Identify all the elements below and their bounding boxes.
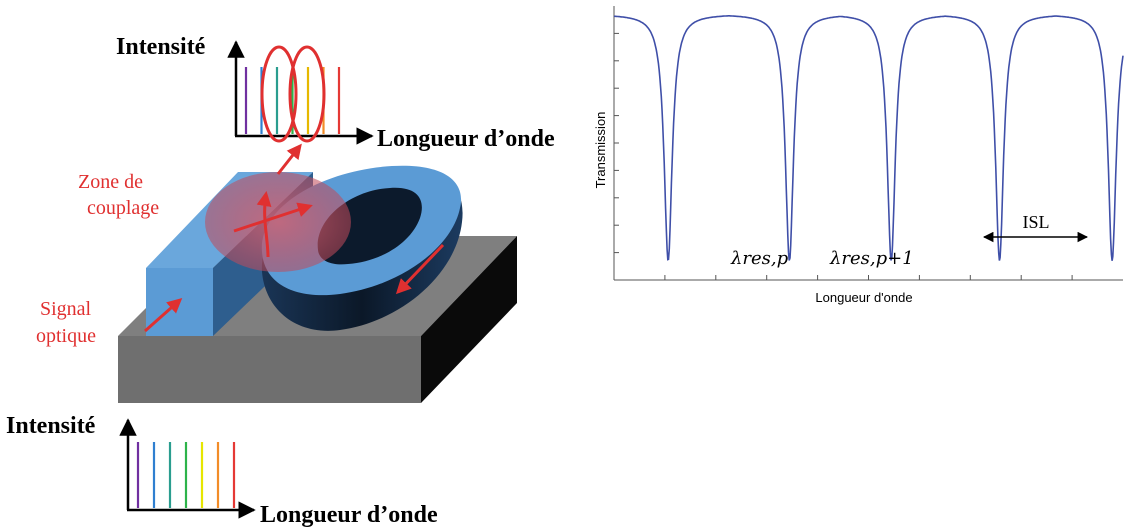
- filter-ring-left: [260, 45, 298, 143]
- resonance-label-p: λres,p: [730, 248, 789, 269]
- signal-label-line2: optique: [36, 325, 96, 347]
- photonic-device: Zone de couplage Signal optique: [36, 143, 517, 403]
- filter-ring-right: [288, 45, 326, 143]
- bottom-spectrum: Intensité Longueur d’onde: [6, 413, 438, 527]
- ring-flow-arrow-icon: [233, 202, 313, 233]
- substrate-side: [421, 236, 517, 403]
- bottom-spectrum-ylabel: Intensité: [6, 413, 96, 439]
- bottom-spectrum-lines: [136, 442, 236, 508]
- top-spectrum-ylabel: Intensité: [116, 34, 206, 60]
- fsr-label: ISL: [1023, 212, 1050, 232]
- chart-xlabel: Longueur d'onde: [815, 290, 912, 305]
- coupling-zone-glow: [205, 172, 351, 272]
- output-arrow-icon: [276, 143, 302, 175]
- substrate-front: [118, 336, 421, 403]
- coupling-arrows-icon: [256, 191, 272, 258]
- coupling-zone-label-line1: Zone de: [78, 171, 143, 193]
- transmission-chart: Transmission Longueur d'onde λres,p λres…: [593, 6, 1124, 305]
- chart-axes: [613, 6, 1123, 281]
- top-spectrum-xlabel: Longueur d’onde: [377, 126, 555, 152]
- signal-label-line1: Signal: [40, 298, 92, 320]
- top-spectrum: Intensité Longueur d’onde: [116, 34, 555, 152]
- chart-ylabel: Transmission: [593, 112, 608, 189]
- resonance-label-p1: λres,p+1: [829, 248, 914, 269]
- drop-arrow-icon: [395, 243, 445, 295]
- transmission-curve: [613, 15, 1124, 261]
- bottom-spectrum-xlabel: Longueur d’onde: [260, 502, 438, 527]
- input-arrow-icon: [144, 298, 183, 333]
- coupling-zone-label-line2: couplage: [87, 197, 159, 219]
